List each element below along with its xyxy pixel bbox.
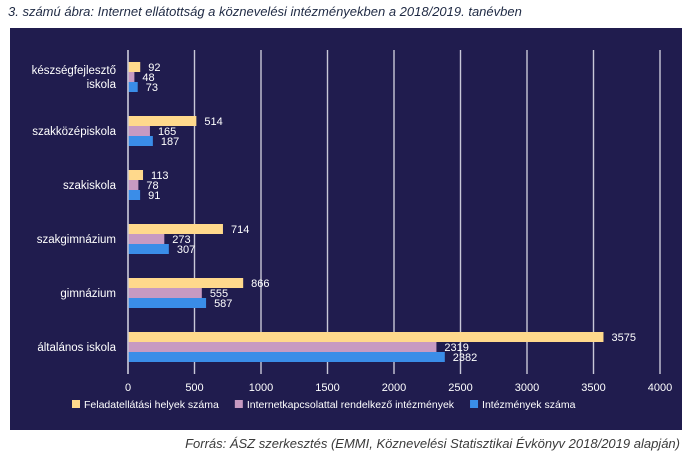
data-label: 48: [142, 72, 154, 84]
data-label: 78: [146, 180, 158, 192]
category-label: iskola: [87, 79, 117, 91]
data-label: 514: [204, 116, 222, 128]
x-tick-label: 1000: [249, 382, 273, 394]
data-label: 92: [148, 62, 160, 74]
bar: [128, 82, 138, 92]
legend-label: Intézmények száma: [482, 399, 576, 411]
data-label: 2382: [453, 352, 477, 364]
category-label: szakközépiskola: [32, 126, 116, 138]
bar: [128, 352, 445, 362]
bar: [128, 342, 437, 352]
chart-panel: 0 500 1000 1500 2000 2500 3000 3500 4000 készségf…: [10, 28, 682, 430]
x-tick-label: 3500: [581, 382, 605, 394]
bar: [128, 332, 604, 342]
bar: [128, 126, 150, 136]
x-tick-label: 500: [185, 382, 203, 394]
bar: [128, 234, 165, 244]
x-tick-label: 1500: [315, 382, 339, 394]
bar: [128, 288, 202, 298]
bar: [128, 244, 169, 254]
data-label: 307: [177, 244, 195, 256]
x-tick-label: 3000: [515, 382, 539, 394]
source-note: Forrás: ÁSZ szerkesztés (EMMI, Köznevelé…: [185, 436, 680, 451]
legend-swatch: [72, 400, 80, 408]
data-label: 2319: [444, 342, 468, 354]
bar: [128, 136, 153, 146]
legend-swatch: [234, 400, 243, 408]
data-label: 866: [251, 278, 269, 290]
data-label: 587: [214, 298, 232, 310]
category-label: gimnázium: [60, 288, 116, 300]
x-tick-label: 0: [125, 382, 131, 394]
bar: [128, 224, 223, 234]
data-label: 273: [172, 234, 190, 246]
category-label: szakgimnázium: [37, 234, 116, 246]
bar: [128, 278, 244, 288]
category-label: általános iskola: [37, 342, 116, 354]
x-tick-label: 2500: [448, 382, 472, 394]
x-tick-label: 2000: [382, 382, 406, 394]
bar: [128, 298, 207, 308]
data-label: 714: [231, 224, 249, 236]
data-label: 91: [148, 190, 160, 202]
data-label: 187: [161, 136, 179, 148]
bar: [128, 62, 141, 72]
bar: [128, 72, 135, 82]
legend-label: Internetkapcsolattal rendelkező intézmén…: [247, 399, 455, 411]
data-label: 73: [146, 82, 158, 94]
category-label: készségfejlesztő: [32, 65, 116, 77]
bar: [128, 180, 139, 190]
bar: [128, 116, 197, 126]
legend-label: Feladatellátási helyek száma: [84, 399, 219, 411]
x-tick-label: 4000: [648, 382, 672, 394]
legend-swatch: [470, 400, 479, 408]
category-label: szakiskola: [63, 180, 117, 192]
bar-chart: 0 500 1000 1500 2000 2500 3000 3500 4000 készségf…: [32, 50, 672, 411]
data-label: 165: [158, 126, 176, 138]
data-label: 113: [151, 170, 169, 182]
bar: [128, 190, 141, 200]
data-label: 555: [210, 288, 228, 300]
figure-title: 3. számú ábra: Internet ellátottság a kö…: [8, 4, 522, 19]
bar: [128, 170, 144, 180]
data-label: 3575: [611, 332, 635, 344]
